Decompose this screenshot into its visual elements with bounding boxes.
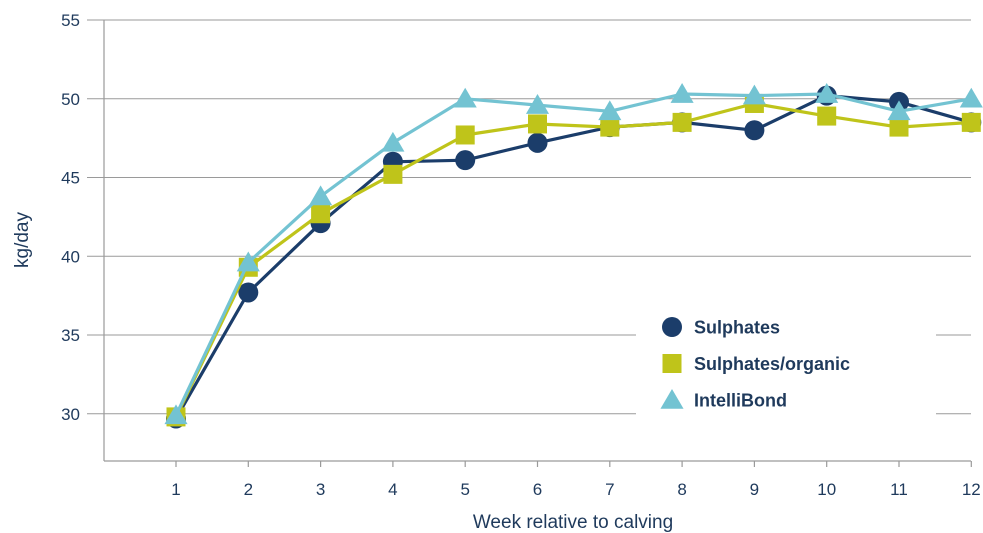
y-tick-label: 45 [61, 169, 80, 188]
x-axis-title: Week relative to calving [473, 512, 673, 533]
data-point [742, 84, 766, 105]
data-point [815, 83, 839, 103]
x-tick-label: 12 [962, 480, 981, 499]
data-point [817, 106, 837, 126]
data-point [961, 112, 981, 132]
x-tick-label: 6 [533, 480, 542, 499]
y-tick-labels: 30 35 40 45 50 55 [61, 11, 80, 424]
series-3 [164, 83, 983, 425]
data-point [527, 132, 548, 153]
data-point [598, 100, 622, 121]
data-point [600, 117, 620, 137]
y-tick-label: 40 [61, 247, 80, 266]
legend-label: Sulphates/organic [694, 354, 850, 374]
data-point [236, 251, 260, 272]
y-tick-label: 30 [61, 405, 80, 424]
axes [103, 20, 972, 467]
data-point [887, 100, 911, 121]
legend-marker [662, 354, 682, 373]
x-tick-label: 4 [388, 480, 397, 499]
data-point [525, 94, 550, 114]
x-tick-label: 2 [244, 480, 253, 499]
legend-marker [662, 317, 682, 337]
series-line [174, 101, 972, 418]
x-tick-label: 5 [460, 480, 469, 499]
series-group [164, 83, 983, 429]
legend: Sulphates Sulphates/organic IntelliBond [636, 308, 936, 426]
series-line [174, 92, 972, 416]
x-tick-label: 9 [750, 480, 759, 499]
legend-label: Sulphates [694, 318, 780, 338]
data-point [455, 125, 475, 145]
x-tick-label: 8 [677, 480, 686, 499]
x-tick-labels: 1 2 3 4 5 6 7 8 9 10 11 12 [171, 480, 980, 499]
x-tick-label: 10 [817, 480, 836, 499]
y-tick-label: 35 [61, 326, 80, 345]
data-point [889, 117, 909, 137]
data-point [164, 404, 188, 425]
data-point [381, 131, 405, 152]
legend-marker [660, 389, 684, 409]
x-tick-label: 1 [171, 480, 180, 499]
data-point [672, 112, 692, 132]
data-point [670, 83, 694, 103]
data-point [744, 120, 765, 141]
data-point [309, 185, 333, 206]
data-point [453, 87, 477, 108]
y-tick-label: 55 [61, 11, 80, 30]
data-point [959, 87, 983, 108]
x-tick-label: 3 [316, 480, 325, 499]
data-point [311, 204, 331, 224]
legend-label: IntelliBond [694, 391, 787, 411]
x-tick-label: 7 [605, 480, 614, 499]
y-tick-label: 50 [61, 90, 80, 109]
x-tick-label: 11 [890, 480, 908, 499]
data-point [528, 114, 547, 134]
data-point [383, 164, 403, 184]
legend-background [636, 308, 936, 426]
data-point [455, 150, 476, 171]
y-axis-title: kg/day [12, 212, 33, 268]
data-point [238, 282, 259, 303]
